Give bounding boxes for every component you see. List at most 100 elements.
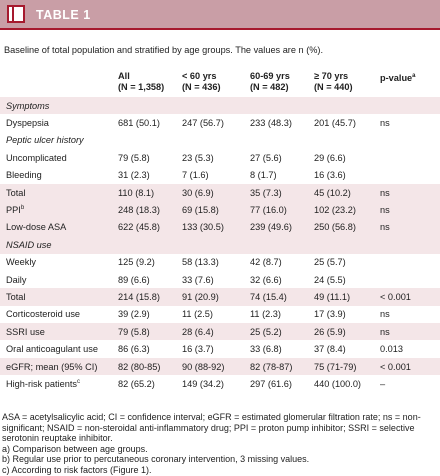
column-header: ≥ 70 yrs (N = 440) bbox=[314, 71, 380, 93]
cell: 77 (16.0) bbox=[250, 205, 287, 216]
row-label-text: Corticosteroid use bbox=[6, 309, 81, 320]
column-n: (N = 440) bbox=[314, 82, 353, 92]
footnote: b) Regular use prior to percutaneous cor… bbox=[2, 454, 310, 465]
cell: 82 (65.2) bbox=[118, 378, 155, 389]
row-label: Total bbox=[0, 188, 118, 198]
row-label: Corticosteroid use bbox=[0, 309, 118, 319]
row-label: Bleeding bbox=[0, 170, 118, 180]
column-header: < 60 yrs (N = 436) bbox=[182, 71, 250, 93]
row-label-text: Total bbox=[6, 291, 26, 302]
row-label: Weekly bbox=[0, 257, 118, 267]
row-label: SSRI use bbox=[0, 327, 118, 337]
section-label: Symptoms bbox=[6, 100, 50, 111]
cell: 239 (49.6) bbox=[250, 222, 292, 233]
table-row: Daily 89 (6.6) 33 (7.6) 32 (6.6) 24 (5.5) bbox=[0, 271, 440, 288]
note-marker: b bbox=[20, 205, 25, 211]
cell: – bbox=[380, 378, 386, 389]
cell: 440 (100.0) bbox=[314, 378, 361, 389]
cell: 29 (6.6) bbox=[314, 152, 346, 163]
row-label-text: Weekly bbox=[6, 257, 36, 268]
row-label-text: Daily bbox=[6, 274, 27, 285]
cell: 27 (5.6) bbox=[250, 152, 282, 163]
cell: 26 (5.9) bbox=[314, 326, 346, 337]
table-row: Low-dose ASA 622 (45.8) 133 (30.5) 239 (49.… bbox=[0, 218, 440, 237]
row-label-text: PPI bbox=[6, 205, 21, 216]
row-label: Dyspepsia bbox=[0, 118, 118, 128]
column-header: 60-69 yrs (N = 482) bbox=[250, 71, 314, 93]
row-label-text: High-risk patients bbox=[6, 378, 77, 389]
cell: ns bbox=[380, 187, 390, 198]
table-row: Total 110 (8.1) 30 (6.9) 35 (7.3) 45 (10.2) n… bbox=[0, 183, 440, 202]
cell: 90 (88-92) bbox=[182, 361, 225, 372]
table-row: Bleeding 31 (2.3) 7 (1.6) 8 (1.7) 16 (3.6) bbox=[0, 167, 440, 184]
cell: 23 (5.3) bbox=[182, 152, 214, 163]
cell: ns bbox=[380, 326, 390, 337]
column-name: All bbox=[118, 71, 130, 81]
cell: 24 (5.5) bbox=[314, 274, 346, 285]
cell: 31 (2.3) bbox=[118, 170, 150, 181]
column-name: 60-69 yrs bbox=[250, 71, 290, 81]
table-row: eGFR; mean (95% CI) 82 (80-85) 90 (88-92) 8… bbox=[0, 357, 440, 376]
cell: 86 (6.3) bbox=[118, 344, 150, 355]
cell: 69 (15.8) bbox=[182, 205, 219, 216]
row-label-text: Bleeding bbox=[6, 170, 42, 181]
cell: 91 (20.9) bbox=[182, 291, 219, 302]
section-row: Symptoms bbox=[0, 97, 440, 115]
row-label: eGFR; mean (95% CI) bbox=[0, 362, 118, 372]
cell: 74 (15.4) bbox=[250, 291, 287, 302]
row-label-text: eGFR; mean (95% CI) bbox=[6, 361, 98, 372]
cell: 25 (5.7) bbox=[314, 257, 346, 268]
caption: Baseline of total population and stratif… bbox=[4, 45, 324, 55]
column-header: p-valuea bbox=[380, 71, 440, 93]
cell: 247 (56.7) bbox=[182, 118, 224, 129]
cell: 102 (23.2) bbox=[314, 205, 356, 216]
cell: < 0.001 bbox=[380, 291, 411, 302]
table-icon bbox=[7, 5, 25, 23]
column-n: (N = 1,358) bbox=[118, 82, 165, 92]
cell: 79 (5.8) bbox=[118, 152, 150, 163]
cell: 33 (7.6) bbox=[182, 274, 214, 285]
cell: 33 (6.8) bbox=[250, 344, 282, 355]
footnote: ASA = acetylsalicylic acid; CI = confide… bbox=[2, 412, 421, 444]
cell: ns bbox=[380, 222, 390, 233]
row-label: Daily bbox=[0, 275, 118, 285]
section-label: NSAID use bbox=[6, 239, 52, 250]
cell: 42 (8.7) bbox=[250, 257, 282, 268]
column-header: All (N = 1,358) bbox=[118, 71, 182, 93]
row-label-text: Uncomplicated bbox=[6, 152, 67, 163]
cell: 28 (6.4) bbox=[182, 326, 214, 337]
table-row: SSRI use 79 (5.8) 28 (6.4) 25 (5.2) 26 (5.9)… bbox=[0, 323, 440, 341]
section-label: Peptic ulcer history bbox=[6, 135, 84, 146]
row-label: Low-dose ASA bbox=[0, 222, 118, 232]
cell: 49 (11.1) bbox=[314, 291, 351, 302]
cell: ns bbox=[380, 205, 390, 216]
row-label-text: Oral anticoagulant use bbox=[6, 344, 98, 355]
row-label-text: SSRI use bbox=[6, 326, 45, 337]
footnotes: ASA = acetylsalicylic acid; CI = confide… bbox=[2, 412, 438, 476]
cell: 201 (45.7) bbox=[314, 118, 356, 129]
cell: 82 (78-87) bbox=[250, 361, 293, 372]
section-row: NSAID use bbox=[0, 236, 440, 254]
cell: 82 (80-85) bbox=[118, 361, 161, 372]
cell: 125 (9.2) bbox=[118, 257, 155, 268]
cell: 133 (30.5) bbox=[182, 222, 224, 233]
column-headers: All (N = 1,358) < 60 yrs (N = 436) 60-69 yrs… bbox=[0, 71, 440, 93]
row-label: High-risk patientsc bbox=[0, 379, 118, 389]
row-label-text: Low-dose ASA bbox=[6, 222, 67, 233]
cell: 110 (8.1) bbox=[118, 187, 155, 198]
cell: 75 (71-79) bbox=[314, 361, 357, 372]
cell: 214 (15.8) bbox=[118, 291, 160, 302]
cell: 11 (2.3) bbox=[250, 309, 281, 320]
column-n: (N = 436) bbox=[182, 82, 221, 92]
table-row: Dyspepsia 681 (50.1) 247 (56.7) 233 (48.3) 2… bbox=[0, 114, 440, 131]
table-row: Weekly 125 (9.2) 58 (13.3) 42 (8.7) 25 (5.7) bbox=[0, 254, 440, 271]
table-row: High-risk patientsc 82 (65.2) 149 (34.2) 29… bbox=[0, 375, 440, 392]
column-name: < 60 yrs bbox=[182, 71, 217, 81]
table-row: Uncomplicated 79 (5.8) 23 (5.3) 27 (5.6) 29 … bbox=[0, 149, 440, 166]
cell: ns bbox=[380, 309, 390, 320]
cell: 25 (5.2) bbox=[250, 326, 282, 337]
column-n: (N = 482) bbox=[250, 82, 289, 92]
table-row: Oral anticoagulant use 86 (6.3) 16 (3.7) 33… bbox=[0, 340, 440, 357]
row-label: Uncomplicated bbox=[0, 153, 118, 163]
